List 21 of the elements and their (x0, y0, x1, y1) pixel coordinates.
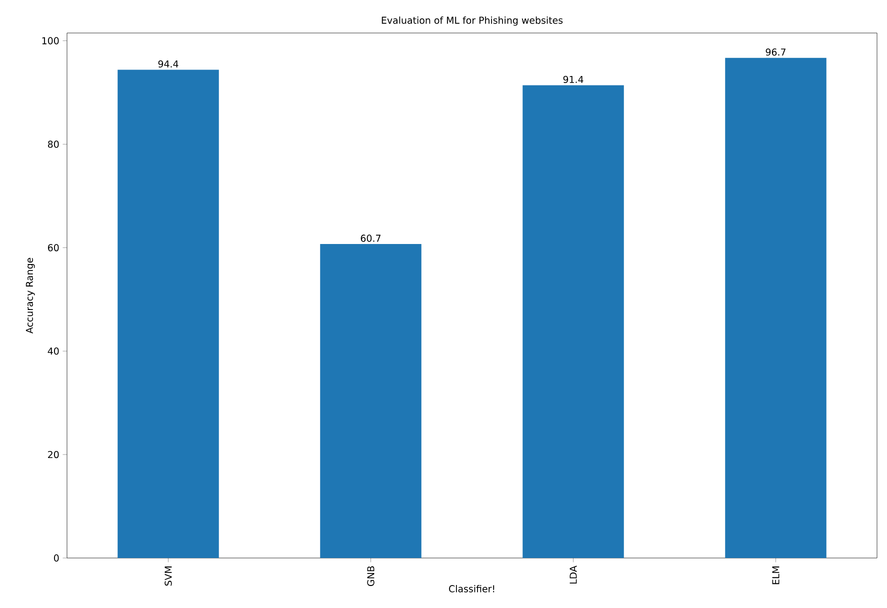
bar (118, 70, 219, 558)
y-tick-label: 0 (54, 554, 59, 562)
y-tick-label: 40 (48, 348, 59, 355)
y-axis-title: Accuracy Range (26, 258, 35, 334)
x-axis-title: Classifier! (449, 585, 494, 592)
x-tick-label: SVM (164, 566, 172, 586)
y-tick-label: 20 (48, 450, 59, 458)
y-tick-label: 80 (48, 140, 59, 148)
data-label: 94.4 (158, 60, 178, 68)
bar (320, 244, 422, 558)
bar (725, 58, 826, 558)
data-label: 60.7 (360, 234, 380, 242)
y-tick-label: 100 (42, 37, 59, 44)
x-tick-label: GNB (367, 566, 374, 586)
x-tick-label: LDA (570, 566, 577, 584)
bar (522, 85, 624, 558)
data-label: 91.4 (563, 76, 584, 84)
data-label: 96.7 (766, 48, 786, 56)
x-tick-label: ELM (772, 566, 780, 584)
chart-title: Evaluation of ML for Phishing websites (382, 16, 563, 26)
y-tick-label: 60 (48, 244, 59, 252)
